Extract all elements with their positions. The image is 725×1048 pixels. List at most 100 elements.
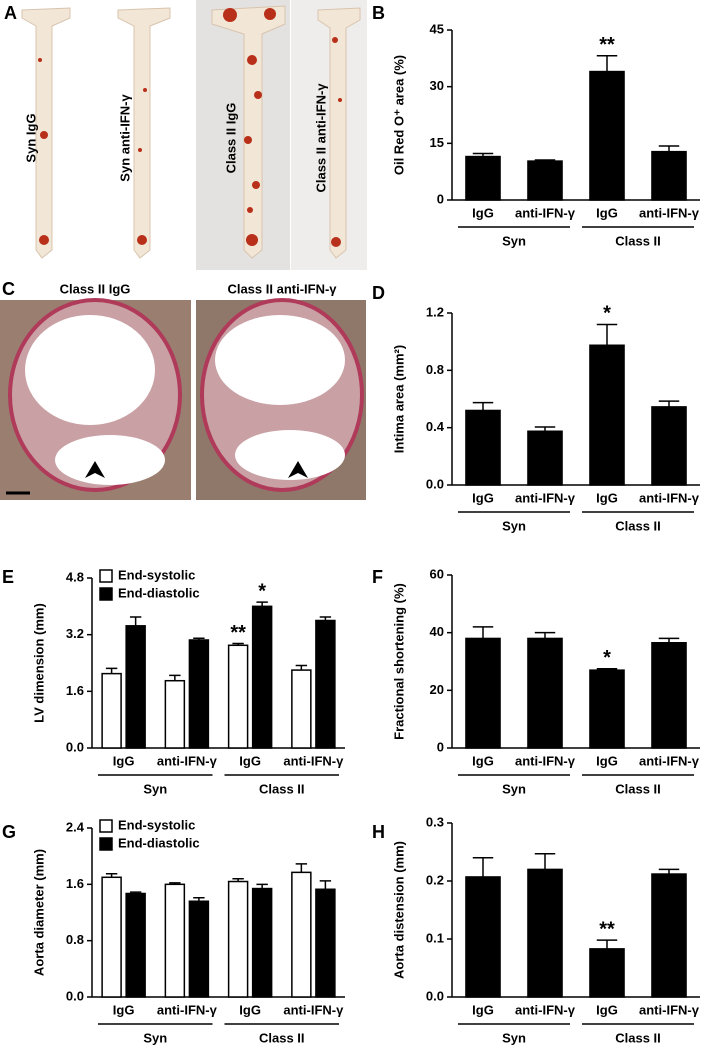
legend-label: End-diastolic: [118, 835, 200, 850]
x-tick-label: anti-IFN-γ: [639, 490, 700, 505]
bar: [651, 406, 687, 486]
panel-letter: F: [372, 567, 383, 587]
error-bar: [256, 601, 268, 607]
group-label: Syn: [143, 781, 167, 796]
x-tick-label: IgG: [239, 753, 261, 768]
error-bar: [596, 54, 618, 72]
photo-bg: [0, 0, 195, 270]
y-tick-label: 0.8: [426, 362, 444, 377]
bar: [651, 873, 687, 998]
group-label: Syn: [502, 1030, 526, 1045]
x-tick-label: anti-IFN-γ: [283, 1002, 344, 1017]
bar: [101, 876, 122, 998]
y-tick-label: 0: [437, 191, 444, 206]
legend-swatch: [99, 569, 113, 583]
group-label: Class II: [615, 518, 661, 533]
bar: [465, 637, 501, 749]
error-bar: [129, 891, 142, 894]
bar: [251, 887, 273, 998]
x-tick-label: anti-IFN-γ: [515, 753, 576, 768]
bar: [527, 637, 563, 749]
y-axis-label: Fractional shortening (%): [391, 583, 406, 740]
x-tick-label: anti-IFN-γ: [283, 753, 344, 768]
photo-caption: Syn anti-IFN-γ: [117, 94, 132, 182]
lesion-spots: [38, 8, 342, 247]
x-tick-label: IgG: [596, 753, 618, 768]
y-tick-label: 0.0: [66, 739, 84, 754]
y-tick-label: 0.4: [426, 419, 445, 434]
photo-caption: Class II anti-IFN-γ: [313, 83, 328, 193]
photo-panel-c: C Class II IgG Class II anti-IFN-γ: [0, 279, 366, 500]
photo-caption: Syn IgG: [23, 113, 38, 162]
photo-panel-a: A Syn IgG Syn anti-IFN-γ Class II IgG Cl…: [0, 0, 367, 270]
y-tick-label: 1.6: [66, 876, 84, 891]
bar: [188, 639, 210, 749]
x-tick-label: IgG: [472, 205, 494, 220]
panel-letter: B: [372, 3, 385, 23]
bar: [465, 409, 501, 486]
legend-swatch: [99, 837, 113, 851]
bar: [125, 625, 146, 749]
legend-label: End-systolic: [118, 817, 195, 832]
x-tick-label: IgG: [472, 753, 494, 768]
photo-caption: Class II anti-IFN-γ: [227, 281, 337, 296]
bar: [125, 892, 146, 998]
error-bar: [169, 674, 181, 681]
error-bar: [295, 863, 308, 873]
x-tick-label: anti-IFN-γ: [515, 205, 576, 220]
y-tick-label: 0.3: [426, 814, 444, 829]
y-tick-label: 60: [430, 566, 444, 581]
significance: **: [599, 918, 615, 940]
bar: [251, 605, 273, 749]
x-tick-label: anti-IFN-γ: [157, 753, 218, 768]
y-axis-label: Aorta diameter (mm): [31, 849, 46, 976]
y-tick-label: 0.0: [426, 988, 444, 1003]
y-tick-label: 20: [430, 682, 444, 697]
error-bar: [658, 637, 680, 643]
legend-swatch: [99, 819, 113, 833]
y-tick-label: 2.4: [66, 819, 85, 834]
bar: [651, 150, 687, 201]
x-tick-label: IgG: [596, 205, 618, 220]
lumen: [215, 315, 345, 405]
y-tick-label: 4.8: [66, 569, 84, 584]
x-tick-label: IgG: [239, 1002, 261, 1017]
error-bar: [534, 631, 556, 639]
bar: [164, 883, 186, 998]
panel-letter: E: [2, 567, 14, 587]
error-bar: [472, 857, 494, 877]
error-bar: [319, 616, 332, 621]
error-bar: [658, 868, 680, 875]
y-tick-label: 1.6: [66, 683, 84, 698]
y-tick-label: 0.8: [66, 932, 84, 947]
bar: [315, 888, 336, 998]
error-bar: [105, 873, 118, 878]
x-tick-label: IgG: [472, 490, 494, 505]
y-tick-label: 15: [430, 135, 444, 150]
bar: [315, 619, 336, 749]
panel-letter: G: [2, 822, 16, 842]
group-label: Class II: [615, 233, 661, 248]
error-bar: [295, 664, 308, 671]
error-bar: [596, 323, 618, 346]
photo-caption: Class II IgG: [60, 281, 131, 296]
y-tick-label: 0.1: [426, 930, 444, 945]
error-bar: [105, 667, 118, 674]
panel-letter: A: [4, 3, 17, 23]
x-tick-label: anti-IFN-γ: [157, 1002, 218, 1017]
x-tick-label: anti-IFN-γ: [639, 753, 700, 768]
panel-letter: D: [372, 283, 385, 303]
y-tick-label: 30: [430, 78, 444, 93]
bar: [227, 880, 249, 998]
error-bar: [596, 939, 618, 949]
y-tick-label: 0.0: [66, 988, 84, 1003]
bar: [589, 344, 625, 486]
legend-label: End-diastolic: [118, 585, 200, 600]
bar: [589, 70, 625, 201]
error-bar: [534, 159, 556, 162]
bar: [465, 155, 501, 201]
y-axis-label: LV dimension (mm): [31, 603, 46, 723]
legend-swatch: [99, 587, 113, 601]
y-axis-label: Intima area (mm²): [391, 345, 406, 453]
